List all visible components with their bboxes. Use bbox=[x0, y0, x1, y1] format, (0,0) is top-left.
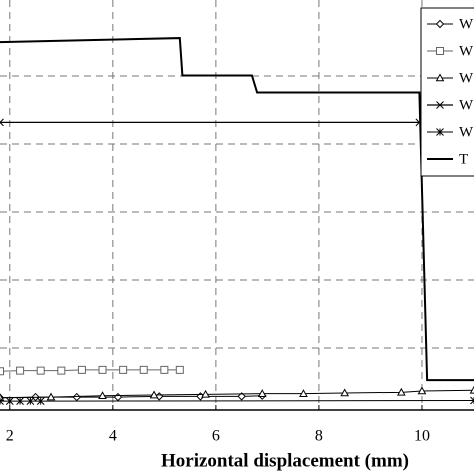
marker bbox=[113, 392, 123, 402]
marker bbox=[469, 385, 474, 394]
marker bbox=[98, 391, 107, 400]
marker bbox=[77, 365, 86, 374]
marker bbox=[340, 388, 350, 397]
marker bbox=[16, 366, 25, 375]
marker bbox=[36, 397, 45, 406]
legend-label: W bbox=[459, 124, 474, 140]
legend-label: W bbox=[459, 70, 474, 86]
marker bbox=[119, 365, 128, 374]
x-tick-label: 6 bbox=[212, 428, 220, 445]
marker bbox=[470, 396, 474, 405]
marker bbox=[257, 389, 267, 397]
marker bbox=[0, 397, 4, 406]
marker bbox=[0, 393, 5, 402]
series-line bbox=[0, 37, 474, 382]
marker bbox=[435, 73, 445, 82]
legend-label: T bbox=[459, 151, 468, 167]
x-tick-label: 10 bbox=[414, 428, 430, 445]
marker bbox=[57, 366, 66, 375]
marker bbox=[98, 365, 107, 374]
legend-label: W bbox=[459, 16, 474, 32]
x-tick-label: 2 bbox=[6, 428, 14, 445]
legend-box bbox=[420, 7, 474, 177]
marker bbox=[46, 392, 56, 401]
marker bbox=[72, 392, 81, 402]
marker bbox=[299, 389, 308, 397]
marker bbox=[139, 365, 148, 374]
x-axis-title: Horizontal displacement (mm) bbox=[161, 450, 409, 471]
marker bbox=[436, 47, 444, 55]
y-grid bbox=[0, 75, 474, 349]
marker bbox=[0, 367, 4, 376]
marker bbox=[436, 128, 444, 136]
marker bbox=[175, 365, 184, 374]
marker bbox=[397, 387, 406, 396]
marker bbox=[417, 386, 427, 395]
marker bbox=[26, 397, 35, 406]
marker bbox=[36, 366, 45, 375]
marker bbox=[237, 392, 246, 401]
marker bbox=[0, 118, 4, 127]
marker bbox=[16, 397, 24, 406]
marker bbox=[5, 397, 14, 406]
marker bbox=[436, 101, 444, 109]
marker bbox=[160, 365, 169, 374]
series-line bbox=[0, 399, 474, 402]
legend-label: W bbox=[459, 43, 474, 59]
x-tick-label: 4 bbox=[109, 428, 117, 445]
legend-label: W bbox=[459, 97, 474, 113]
series-line bbox=[0, 369, 180, 372]
x-tick-label: 8 bbox=[315, 428, 323, 445]
marker bbox=[435, 19, 445, 29]
marker bbox=[201, 389, 210, 398]
marker bbox=[149, 390, 159, 399]
